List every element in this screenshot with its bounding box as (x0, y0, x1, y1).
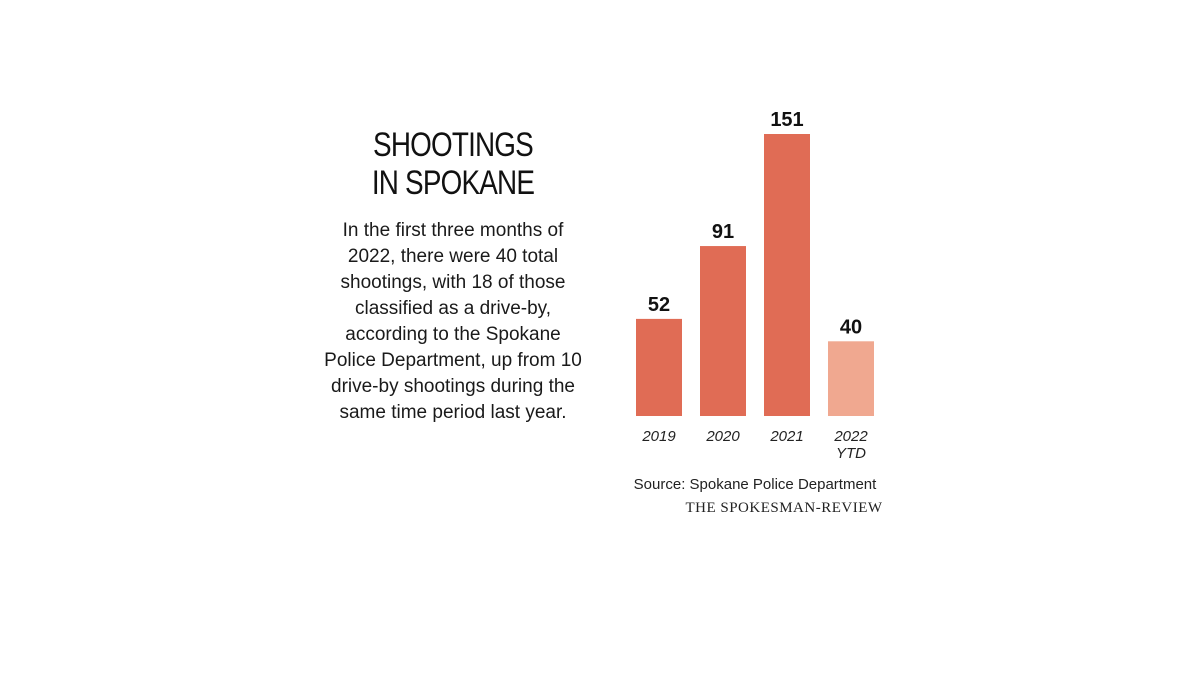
chart-description: In the first three months of 2022, there… (324, 220, 582, 423)
bar-value-label-1: 91 (712, 221, 734, 243)
chart-title-line-2: IN SPOKANE (371, 164, 535, 202)
chart-title-line-1: SHOOTINGS (373, 126, 534, 164)
category-label-3-1: YTD (836, 445, 866, 462)
bar-value-label-2: 151 (770, 109, 803, 131)
bar-3 (828, 341, 874, 416)
category-label-0-0: 2019 (641, 428, 676, 445)
bar-value-label-3: 40 (840, 316, 862, 338)
bar-0 (636, 318, 682, 416)
bar-2 (764, 134, 810, 416)
bar-1 (700, 246, 746, 416)
publisher-credit: THE SPOKESMAN-REVIEW (685, 500, 883, 516)
bar-value-label-0: 52 (648, 294, 670, 316)
category-label-1-0: 2020 (705, 428, 740, 445)
category-label-3-0: 2022 (833, 428, 868, 445)
category-label-2-0: 2021 (769, 428, 803, 445)
chart-title: SHOOTINGS IN SPOKANE (351, 126, 556, 202)
source-note: Source: Spokane Police Department (633, 476, 877, 493)
